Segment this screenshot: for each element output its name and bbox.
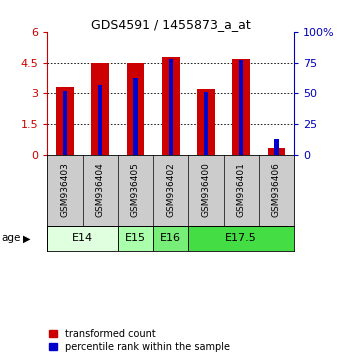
Text: E17.5: E17.5	[225, 233, 257, 244]
Text: E16: E16	[160, 233, 181, 244]
Bar	[47, 225, 118, 251]
Bar	[118, 225, 153, 251]
Bar	[169, 59, 173, 154]
Bar	[162, 57, 179, 154]
Text: GSM936406: GSM936406	[272, 162, 281, 217]
Legend: transformed count, percentile rank within the sample: transformed count, percentile rank withi…	[47, 327, 232, 354]
Bar	[204, 92, 208, 154]
Bar	[63, 91, 67, 154]
Bar	[133, 79, 138, 154]
Text: GSM936400: GSM936400	[201, 162, 211, 217]
Text: age: age	[2, 233, 21, 244]
Bar	[268, 148, 285, 154]
Bar	[98, 85, 102, 154]
Text: GSM936405: GSM936405	[131, 162, 140, 217]
Text: GSM936404: GSM936404	[96, 162, 105, 217]
Bar	[239, 60, 243, 154]
Bar	[197, 89, 215, 154]
Text: E15: E15	[125, 233, 146, 244]
Bar	[188, 225, 294, 251]
Bar	[233, 59, 250, 154]
Bar	[127, 63, 144, 154]
Bar	[56, 87, 74, 154]
Text: ▶: ▶	[23, 233, 30, 244]
Text: GSM936401: GSM936401	[237, 162, 246, 217]
Title: GDS4591 / 1455873_a_at: GDS4591 / 1455873_a_at	[91, 18, 250, 31]
Bar	[91, 63, 109, 154]
Text: GSM936403: GSM936403	[61, 162, 69, 217]
Bar	[274, 138, 279, 154]
Text: GSM936402: GSM936402	[166, 162, 175, 217]
Text: E14: E14	[72, 233, 93, 244]
Bar	[153, 225, 188, 251]
